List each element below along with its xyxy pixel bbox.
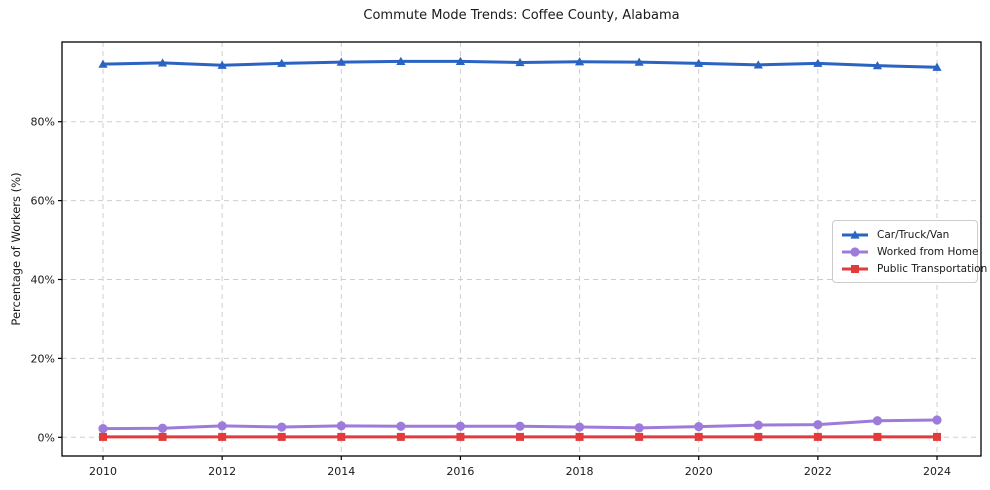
legend-item: Worked from Home [840,243,978,260]
data-point-marker [754,432,763,441]
x-tick-label: 2016 [446,465,474,478]
data-point-marker [157,423,168,433]
data-point-marker [634,423,644,433]
triangle-marker-sample-icon [842,229,868,239]
data-point-marker [694,432,703,441]
plot-border [61,41,982,457]
data-point-marker [336,421,346,431]
data-point-marker [813,420,823,430]
data-point-marker [396,432,405,441]
legend-marker-icon [851,264,859,273]
series-public-transportation [99,432,941,441]
legend: Car/Truck/Van Worked from Home Public Tran… [832,220,987,283]
y-tick-label: 60% [31,195,55,208]
data-point-marker [753,60,763,69]
data-point-marker [694,58,704,67]
legend-marker-icon [850,246,860,257]
x-tick-label: 2010 [89,465,117,478]
data-point-marker [396,56,406,65]
x-tick-label: 2024 [923,465,951,478]
data-point-marker [396,421,406,431]
data-point-marker [515,57,525,67]
data-point-marker [872,416,883,426]
legend-marker-icon [850,229,860,239]
data-point-marker [872,61,883,70]
data-point-marker [217,60,227,69]
data-point-marker [336,57,346,66]
x-tick-label: 2018 [566,465,594,478]
data-point-marker [277,58,287,67]
y-tick-label: 40% [31,274,55,287]
data-point-marker [574,422,585,432]
data-point-marker [455,421,466,431]
y-tick-label: 0% [38,431,55,444]
data-point-marker [516,432,524,441]
data-point-marker [635,432,644,441]
series-car-truck-van [98,56,942,71]
data-point-marker [337,432,346,441]
data-point-marker [694,422,704,432]
data-point-marker [158,432,167,441]
data-point-marker [98,424,108,434]
x-tick-label: 2022 [804,465,832,478]
data-point-marker [933,432,941,441]
legend-label: Car/Truck/Van [877,228,950,241]
data-point-marker [932,62,942,71]
x-tick-label: 2012 [208,465,236,478]
data-point-marker [932,415,942,425]
data-point-marker [217,421,227,431]
data-point-marker [157,58,168,67]
data-point-marker [277,432,286,441]
data-point-marker [813,58,823,67]
legend-item: Car/Truck/Van [840,226,969,243]
data-point-marker [98,59,108,68]
data-point-marker [455,56,466,65]
data-point-marker [277,422,287,432]
y-tick-label: 80% [31,116,55,129]
data-point-marker [515,421,525,431]
data-point-marker [753,420,763,430]
y-tick-label: 20% [31,352,55,365]
series-worked-from-home [98,415,942,434]
legend-item: Public Transportation [840,260,987,277]
legend-label: Public Transportation [877,262,988,275]
chart-title: Commute Mode Trends: Coffee County, Alab… [363,8,680,23]
data-point-marker [634,57,644,66]
circle-marker-sample-icon [842,246,868,257]
square-marker-sample-icon [842,264,868,273]
x-tick-label: 2020 [685,465,713,478]
data-point-marker [99,432,107,441]
data-point-marker [575,432,584,441]
data-point-marker [218,432,227,441]
data-point-marker [873,432,882,441]
data-point-marker [456,432,465,441]
legend-label: Worked from Home [877,245,979,258]
data-point-marker [574,57,585,66]
data-point-marker [813,432,822,441]
x-tick-label: 2014 [327,465,355,478]
